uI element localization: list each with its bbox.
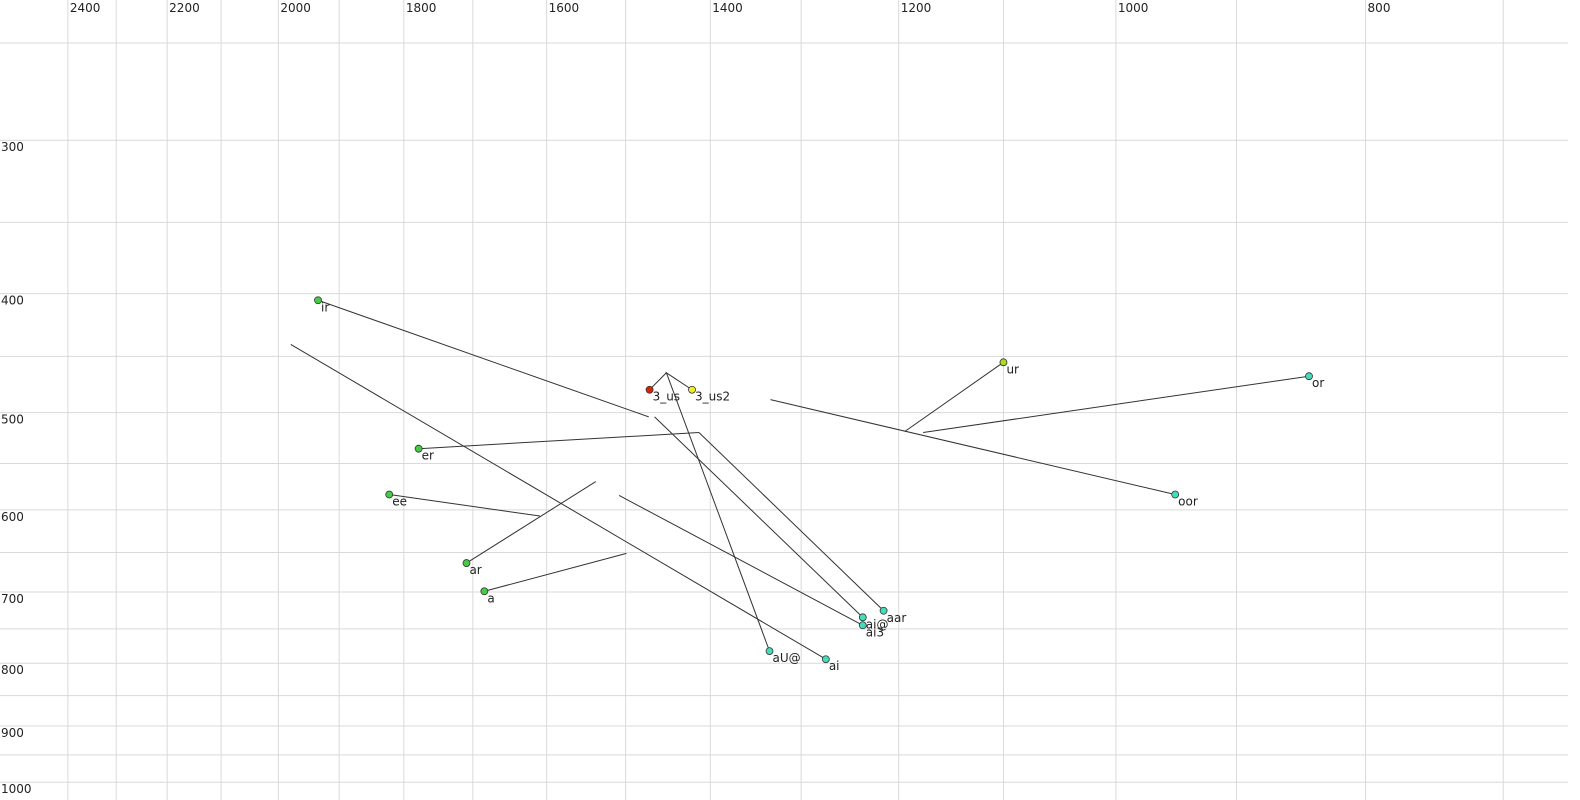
x-tick-label: 1800 [406,1,437,15]
vowel-point [1305,372,1313,381]
vowel-point [688,385,696,394]
trajectory [649,372,667,391]
trajectory [317,299,649,418]
vowel-label: 3_us [653,390,681,404]
trajectory [618,494,864,626]
x-tick-label: 800 [1368,1,1391,15]
trajectory [904,361,1004,432]
trajectory [665,371,770,652]
vowel-label: ar [469,563,481,577]
x-tick-label: 1000 [1118,1,1149,15]
trajectory [466,481,597,564]
trajectory [389,494,540,517]
x-tick-label: 2000 [280,1,311,15]
vowel-label: 3_us2 [695,390,730,404]
vowel-label: er [422,449,434,463]
x-tick-label: 2200 [169,1,200,15]
trajectory [484,552,627,592]
vowel-point [765,647,774,656]
vowel-point [462,559,471,567]
y-tick-label: 800 [1,663,24,677]
vowel-point [1171,490,1180,499]
vowel-point [858,621,867,630]
vowel-point [385,490,394,499]
trajectory [418,432,699,450]
vowel-point [480,587,489,596]
trajectory [770,399,1176,496]
vowel-label: ur [1006,362,1019,376]
vowel-point [821,655,830,664]
vowel-label: a [487,591,494,605]
vowel-point [879,606,888,615]
vowel-label: ai [829,659,840,673]
x-tick-label: 2400 [70,1,101,15]
y-tick-label: 300 [1,140,24,154]
vowel-label: or [1312,376,1324,390]
vowel-point [314,296,322,305]
vowel-label: aU@ [773,651,801,665]
trajectory [654,416,864,618]
x-tick-label: 1200 [901,1,932,15]
vowel-point [645,385,654,394]
x-tick-label: 1400 [712,1,743,15]
vowel-point [999,358,1008,367]
vowel-label: oor [1178,495,1198,509]
trajectory [290,344,827,660]
vowel-label: ai3 [866,625,884,639]
vowel-label: aar [887,611,907,625]
vowel-label: ai@ [866,617,889,631]
x-tick-label: 1600 [549,1,580,15]
trajectory [698,432,884,612]
vowel-point [414,444,423,453]
trajectory [923,375,1310,434]
y-tick-label: 700 [1,592,24,606]
y-tick-label: 1000 [1,782,32,796]
y-tick-label: 900 [1,726,24,740]
vowel-label: ee [392,495,407,509]
y-tick-label: 600 [1,510,24,524]
y-tick-label: 400 [1,294,24,308]
y-tick-label: 500 [1,413,24,427]
vowel-label: ir [321,300,329,314]
vowel-point [858,613,867,622]
